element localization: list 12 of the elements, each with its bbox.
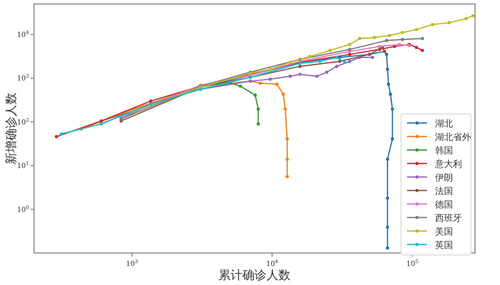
legend-label: 湖北 [435,118,453,130]
y-axis-title: 新增确诊人数 [4,92,18,164]
legend-label: 意大利 [434,159,462,170]
legend-label: 英国 [435,240,453,251]
legend-label: 美国 [435,226,453,238]
legend-label: 伊朗 [435,172,453,184]
legend-label: 湖北省外 [435,132,471,143]
x-axis-title: 累计确诊人数 [218,268,290,282]
legend-label: 法国 [435,186,453,197]
legend-label: 韩国 [435,146,453,156]
legend-label: 德国 [435,200,453,210]
legend-label: 西班牙 [435,213,462,224]
